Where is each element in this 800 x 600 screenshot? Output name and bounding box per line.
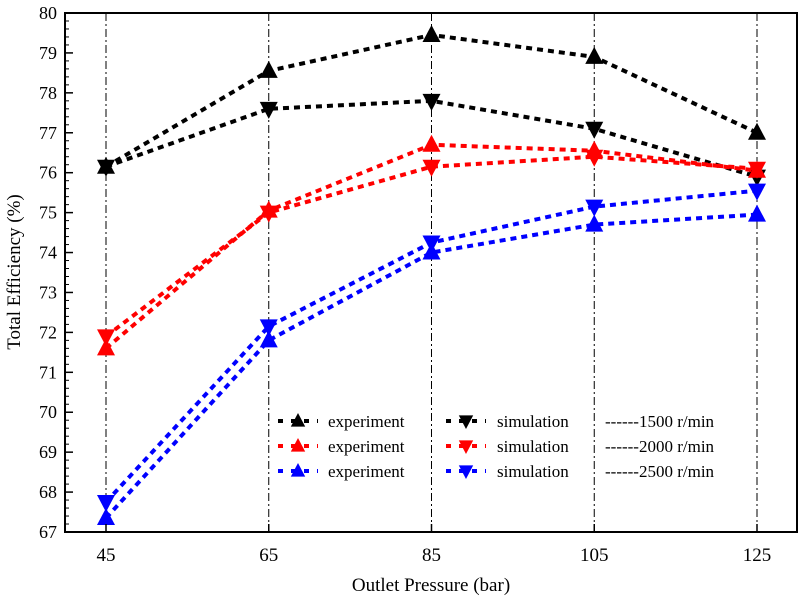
y-axis: 67 68 69 70 71 72 73 74 75 76 77 78 79 80 [39, 3, 73, 542]
legend-triangle-up-icon [290, 413, 306, 427]
data-point-triangle-down [97, 159, 115, 177]
y-tick-label: 75 [39, 203, 57, 223]
legend-row: experiment simulation ------1500 r/min [278, 412, 715, 431]
legend-row: experiment simulation ------2500 r/min [278, 462, 715, 481]
data-point-triangle-down [259, 101, 278, 119]
series-simulation-2500rmin [97, 183, 766, 513]
y-tick-label: 79 [39, 43, 57, 63]
x-tick-label: 45 [97, 545, 116, 566]
data-point-triangle-down [422, 93, 441, 111]
data-point-triangle-up [97, 508, 115, 526]
data-point-triangle-down [585, 149, 604, 167]
y-tick-label: 70 [39, 402, 57, 422]
y-tick-label: 71 [39, 362, 57, 382]
data-point-triangle-down [259, 205, 278, 223]
data-point-triangle-up [97, 338, 115, 356]
legend-label-speed: ------1500 r/min [605, 412, 715, 431]
y-axis-label: Total Efficiency (%) [4, 194, 25, 350]
legend-label-experiment: experiment [328, 462, 405, 481]
legend-label-simulation: simulation [497, 462, 569, 481]
data-point-triangle-down [585, 199, 604, 217]
series-layer [97, 24, 766, 526]
y-tick-label: 80 [39, 3, 57, 23]
y-tick-label: 73 [39, 282, 57, 302]
series-simulation-2000rmin [97, 149, 766, 347]
data-point-triangle-up [585, 214, 604, 232]
data-point-triangle-up [422, 24, 441, 42]
data-point-triangle-down [748, 183, 766, 201]
y-tick-label: 78 [39, 83, 57, 103]
data-point-triangle-up [585, 46, 604, 64]
data-point-triangle-down [748, 161, 766, 179]
x-tick-label: 85 [422, 545, 441, 566]
y-tick-label: 72 [39, 322, 57, 342]
legend: experiment simulation ------1500 r/minexpe… [278, 412, 715, 481]
data-point-triangle-down [97, 329, 115, 347]
legend-label-simulation: simulation [497, 437, 569, 456]
data-point-triangle-down [259, 319, 278, 337]
y-tick-label: 69 [39, 442, 57, 462]
data-point-triangle-up [422, 134, 441, 152]
legend-label-simulation: simulation [497, 412, 569, 431]
legend-row: experiment simulation ------2000 r/min [278, 437, 715, 456]
x-tick-label: 125 [743, 545, 772, 566]
legend-triangle-up-icon [290, 463, 306, 477]
legend-label-experiment: experiment [328, 437, 405, 456]
y-tick-label: 67 [39, 522, 57, 542]
legend-triangle-up-icon [290, 438, 306, 452]
data-point-triangle-down [97, 495, 115, 513]
y-tick-label: 76 [39, 163, 57, 183]
x-tick-label: 65 [259, 545, 278, 566]
legend-triangle-down-icon [458, 415, 474, 429]
data-point-triangle-down [422, 159, 441, 177]
x-axis: 45 65 85 105 125 [97, 524, 772, 566]
legend-label-experiment: experiment [328, 412, 405, 431]
x-tick-label: 105 [580, 545, 609, 566]
legend-triangle-down-icon [458, 440, 474, 454]
series-line [104, 154, 758, 338]
data-point-triangle-up [259, 60, 278, 78]
data-point-triangle-up [748, 122, 766, 140]
legend-triangle-down-icon [458, 465, 474, 479]
y-tick-label: 68 [39, 482, 57, 502]
y-tick-label: 74 [39, 243, 57, 263]
y-tick-label: 77 [39, 123, 57, 143]
x-axis-label: Outlet Pressure (bar) [352, 575, 510, 596]
legend-label-speed: ------2500 r/min [605, 462, 715, 481]
data-point-triangle-down [585, 121, 604, 139]
series-experiment-1500rmin [97, 24, 766, 174]
legend-label-speed: ------2000 r/min [605, 437, 715, 456]
data-point-triangle-down [422, 235, 441, 253]
data-point-triangle-up [748, 204, 766, 222]
data-point-triangle-up [259, 330, 278, 348]
